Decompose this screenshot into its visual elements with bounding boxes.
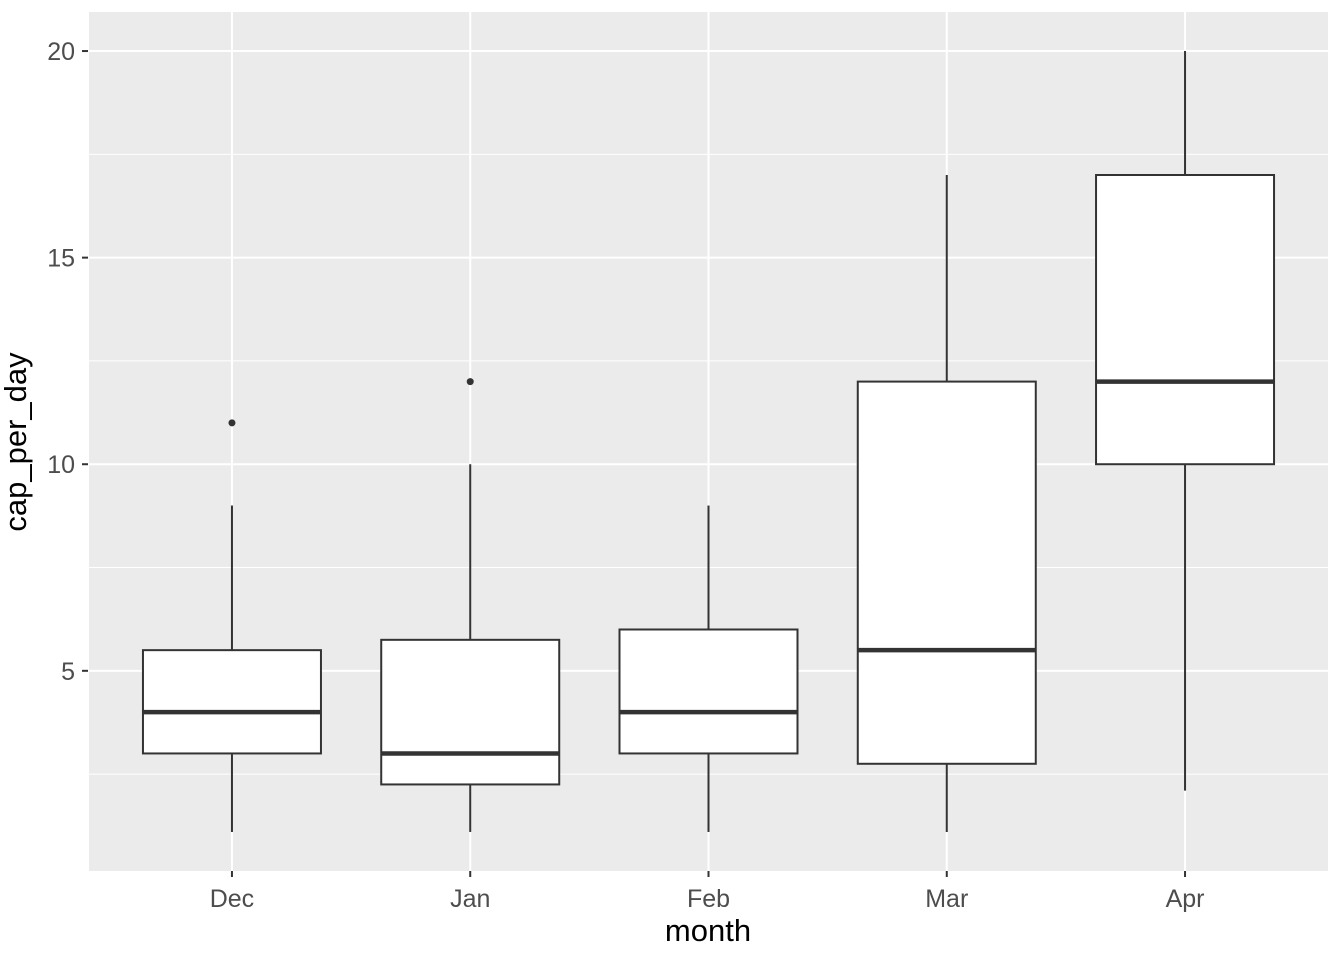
boxplot-mar (856, 174, 1037, 832)
boxplots (141, 51, 1276, 832)
y-tick-label: 5 (61, 658, 75, 686)
y-tick-label: 15 (47, 245, 75, 273)
boxplot-jan (380, 378, 561, 832)
outlier-point (228, 419, 236, 427)
x-tick-label: Apr (1166, 885, 1205, 913)
x-tick-label: Mar (925, 885, 968, 913)
axis-tick-labels: 5 10 15 20 Dec Jan Feb Mar Apr (47, 38, 1204, 913)
x-tick-label: Dec (210, 885, 254, 913)
y-tick-label: 20 (47, 38, 75, 66)
x-axis-title: month (665, 913, 751, 948)
outlier-point (466, 378, 474, 386)
y-axis-title: cap_per_day (0, 352, 33, 532)
boxplot-dec (141, 419, 322, 832)
iqr-box (380, 638, 561, 786)
x-tick-label: Feb (687, 885, 730, 913)
boxplot-feb (618, 505, 799, 832)
boxplot-apr (1095, 51, 1276, 791)
x-tick-label: Jan (450, 885, 490, 913)
iqr-box (618, 628, 799, 755)
y-tick-label: 10 (47, 451, 75, 479)
iqr-box (856, 380, 1037, 765)
iqr-box (141, 649, 322, 755)
axis-ticks (82, 50, 1187, 877)
iqr-box (1095, 173, 1276, 466)
